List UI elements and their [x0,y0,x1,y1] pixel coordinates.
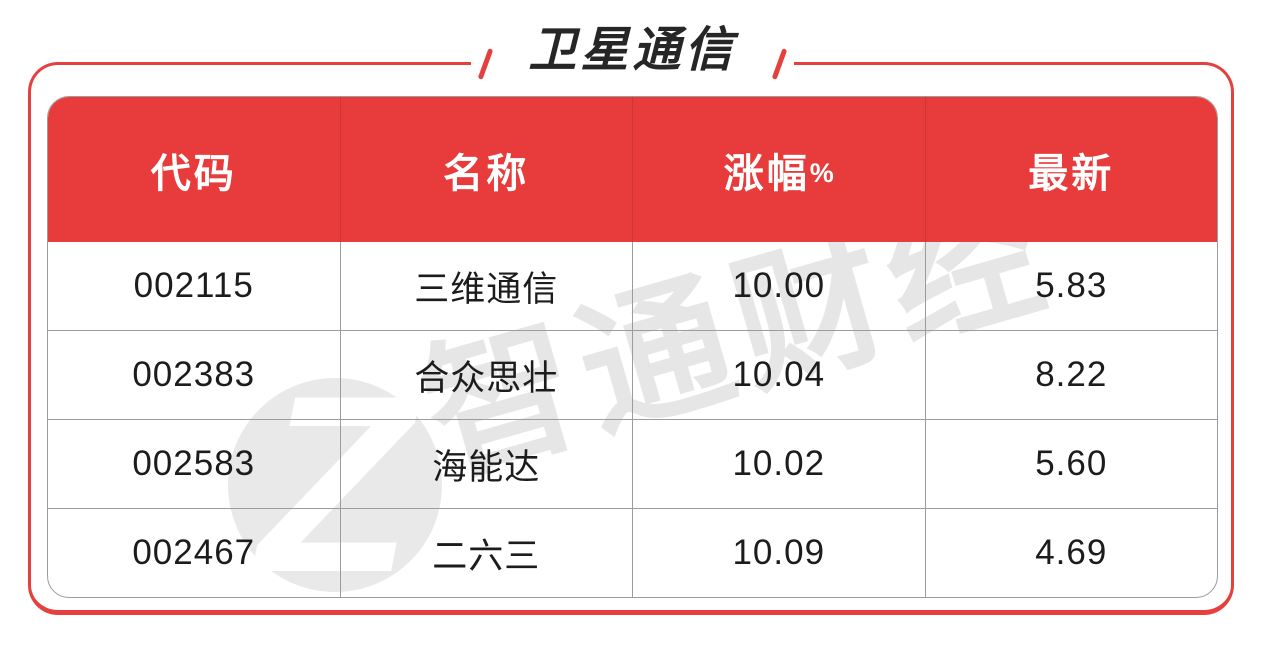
column-header-code-label: 代码 [150,151,237,196]
column-header-code: 代码 [48,97,340,242]
cell-code: 002467 [132,533,256,572]
table-header-row: 代码 名称 涨幅% 最新 [48,97,1217,242]
table-row: 002583 海能达 10.02 5.60 [48,419,1217,508]
cell-name: 海能达 [339,420,633,508]
table-row: 002467 二六三 10.09 4.69 [48,508,1217,597]
cell-change: 10.09 [632,509,925,597]
cell-latest: 4.69 [924,509,1218,597]
cell-change: 10.04 [632,331,925,419]
cell-latest: 5.83 [924,242,1218,330]
slash-mark-right-icon [771,48,787,80]
column-header-name-label: 名称 [443,151,530,196]
column-header-change: 涨幅% [632,97,925,242]
cell-name: 合众思壮 [339,331,633,419]
stock-table: 代码 名称 涨幅% 最新 002115 三维通信 10.00 5.83 0023… [47,96,1218,598]
cell-latest: 8.22 [924,331,1218,419]
table-row: 002115 三维通信 10.00 5.83 [48,242,1217,330]
column-header-change-label: 涨幅 [723,151,810,196]
cell-code: 002583 [132,444,256,483]
column-header-latest-label: 最新 [1028,151,1115,196]
slash-mark-left-icon [478,48,494,80]
cell-latest: 5.60 [924,420,1218,508]
column-header-change-suffix: % [809,158,834,188]
cell-code: 002115 [133,266,254,305]
table-row: 002383 合众思壮 10.04 8.22 [48,330,1217,419]
table-body: 002115 三维通信 10.00 5.83 002383 合众思壮 10.04… [48,242,1217,597]
column-header-latest: 最新 [924,97,1218,242]
cell-change: 10.00 [632,242,925,330]
cell-change: 10.02 [632,420,925,508]
column-header-name: 名称 [339,97,633,242]
cell-code: 002383 [132,355,256,394]
cell-name: 三维通信 [339,242,633,330]
cell-name: 二六三 [339,509,633,597]
page-title: 卫星通信 [528,24,737,77]
title-group: 卫星通信 [471,18,794,84]
title-bar: 卫星通信 [0,18,1265,84]
